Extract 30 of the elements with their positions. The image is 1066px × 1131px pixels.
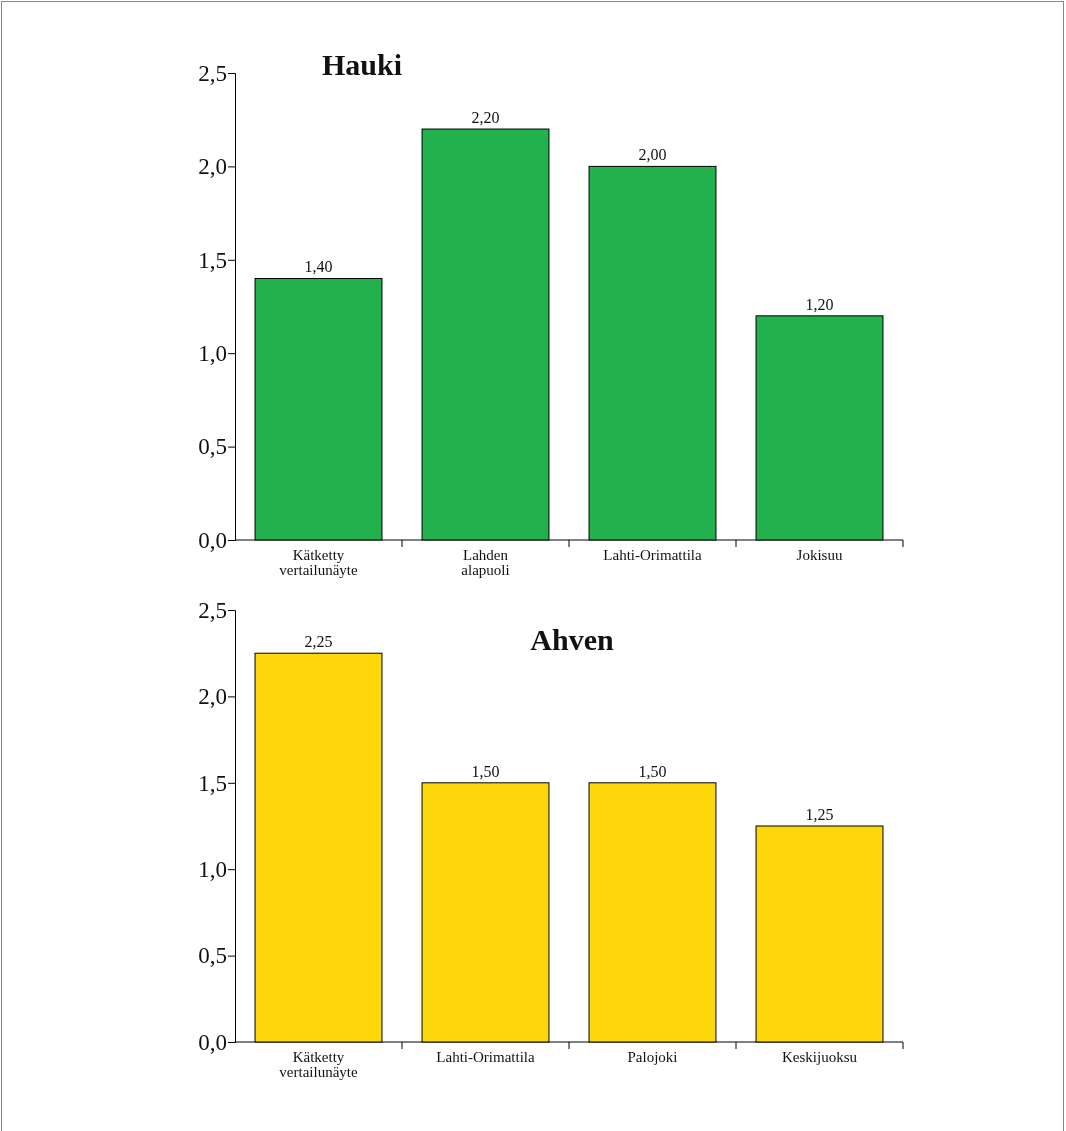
x-tick-label: Kätketty vertailunäyte <box>279 1049 358 1080</box>
y-tick-label: 1,5 <box>198 770 227 796</box>
data-label: 1,40 <box>304 258 333 276</box>
y-tick-label: 2,5 <box>198 597 227 623</box>
y-tick-label: 0,5 <box>198 434 227 460</box>
y-tick-label: 0,0 <box>198 527 227 553</box>
data-label: 2,25 <box>304 633 333 651</box>
chart-title: Hauki <box>321 48 403 81</box>
x-tick-label: Jokisuu <box>796 547 843 563</box>
y-tick-label: 2,0 <box>198 684 227 710</box>
y-tick-label: 2,0 <box>198 154 227 180</box>
data-label: 1,25 <box>805 806 834 823</box>
y-tick-label: 0,0 <box>198 1029 227 1055</box>
y-tick-label: 1,0 <box>198 857 227 883</box>
x-tick-label: Lahti-Orimattila <box>603 547 702 563</box>
y-tick-label: 1,5 <box>198 247 227 273</box>
x-tick-label: Kätketty vertailunäyte <box>279 547 358 578</box>
x-tick-label: Lahden alapuoli <box>461 547 510 578</box>
x-tick-label: Palojoki <box>627 1049 678 1065</box>
y-tick-label: 1,0 <box>198 341 227 367</box>
y-tick-label: 2,5 <box>198 60 227 86</box>
data-label: 2,20 <box>471 109 500 127</box>
data-label: 2,00 <box>638 146 667 164</box>
data-label: 1,50 <box>471 762 500 780</box>
x-tick-label: Keskijuoksu <box>782 1049 858 1065</box>
chart-title: Ahven <box>530 623 614 656</box>
data-label: 1,50 <box>638 762 667 780</box>
x-tick-label: Lahti-Orimattila <box>436 1049 535 1065</box>
y-tick-label: 0,5 <box>198 943 227 969</box>
data-label: 1,20 <box>805 295 834 313</box>
